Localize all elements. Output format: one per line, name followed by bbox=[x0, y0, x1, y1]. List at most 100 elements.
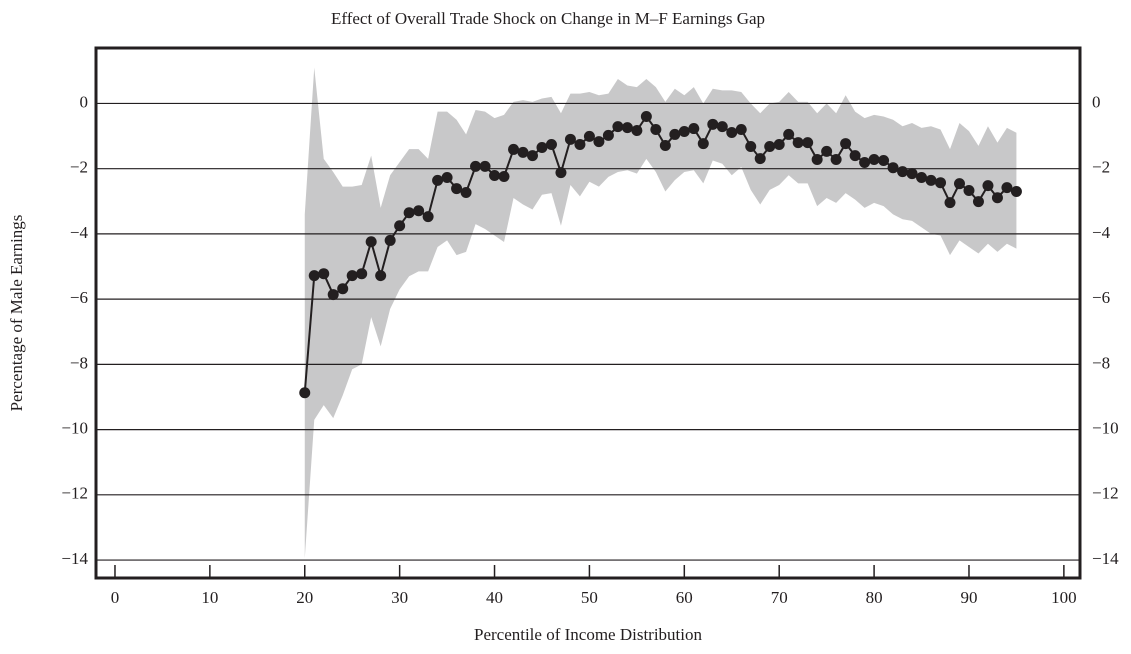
data-point bbox=[375, 270, 387, 282]
data-point bbox=[327, 289, 339, 301]
data-point bbox=[840, 138, 852, 150]
x-tick-label: 40 bbox=[486, 588, 503, 607]
data-point bbox=[337, 283, 349, 295]
data-point bbox=[735, 124, 747, 136]
data-point bbox=[754, 153, 766, 165]
data-point bbox=[403, 207, 415, 219]
data-point bbox=[830, 154, 842, 166]
data-point bbox=[441, 171, 453, 183]
y-tick-label-right: −8 bbox=[1092, 353, 1110, 372]
data-point bbox=[308, 270, 320, 282]
data-point bbox=[640, 110, 652, 122]
data-point bbox=[536, 141, 548, 153]
y-tick-label: 0 bbox=[80, 92, 89, 111]
data-point bbox=[479, 160, 491, 172]
x-tick-label: 100 bbox=[1051, 588, 1077, 607]
y-tick-label: −4 bbox=[70, 223, 89, 242]
data-point bbox=[678, 125, 690, 137]
data-point bbox=[859, 156, 871, 168]
data-point bbox=[517, 146, 529, 158]
data-point bbox=[526, 150, 538, 162]
data-point bbox=[792, 137, 804, 149]
data-point bbox=[451, 183, 463, 195]
data-point bbox=[878, 155, 890, 167]
data-point bbox=[821, 145, 833, 157]
y-tick-label: −8 bbox=[70, 353, 88, 372]
data-point bbox=[299, 387, 311, 399]
data-point bbox=[935, 177, 947, 189]
data-point bbox=[783, 128, 795, 140]
data-point bbox=[726, 126, 738, 138]
data-point bbox=[384, 234, 396, 246]
x-tick-label: 20 bbox=[296, 588, 313, 607]
confidence-band bbox=[304, 67, 1017, 559]
data-point bbox=[470, 160, 482, 172]
data-point bbox=[963, 185, 975, 197]
data-point bbox=[564, 133, 576, 145]
data-point bbox=[906, 168, 918, 180]
y-tick-label: −2 bbox=[70, 158, 88, 177]
data-point bbox=[697, 138, 709, 150]
data-point bbox=[773, 139, 785, 151]
data-point bbox=[489, 170, 501, 182]
data-point bbox=[583, 130, 595, 142]
y-tick-label-right: −6 bbox=[1092, 288, 1110, 307]
data-point bbox=[621, 122, 633, 134]
data-point bbox=[602, 129, 614, 141]
data-point bbox=[555, 167, 567, 179]
data-point bbox=[498, 171, 510, 183]
data-point bbox=[849, 150, 861, 162]
data-point bbox=[422, 211, 434, 223]
y-tick-label-right: −2 bbox=[1092, 158, 1110, 177]
x-tick-label: 10 bbox=[201, 588, 218, 607]
y-tick-label: −12 bbox=[61, 484, 88, 503]
x-tick-label: 70 bbox=[771, 588, 788, 607]
data-point bbox=[972, 196, 984, 208]
plot-frame bbox=[94, 46, 1082, 580]
data-point bbox=[944, 197, 956, 209]
x-tick-label: 80 bbox=[866, 588, 883, 607]
x-axis-label: Percentile of Income Distribution bbox=[474, 625, 703, 644]
data-point bbox=[868, 154, 880, 166]
data-point bbox=[365, 236, 377, 248]
x-tick-label: 50 bbox=[581, 588, 598, 607]
data-point bbox=[356, 268, 368, 280]
data-point bbox=[802, 137, 814, 149]
data-point bbox=[346, 270, 358, 282]
data-point bbox=[669, 128, 681, 140]
data-point bbox=[953, 178, 965, 190]
x-tick-label: 30 bbox=[391, 588, 408, 607]
data-point bbox=[659, 140, 671, 152]
y-tick-label: −14 bbox=[61, 549, 88, 568]
data-point bbox=[1001, 182, 1013, 194]
x-tick-label: 0 bbox=[111, 588, 120, 607]
data-point bbox=[982, 180, 994, 192]
data-point bbox=[925, 174, 937, 186]
x-tick-label: 60 bbox=[676, 588, 693, 607]
y-tick-label: −6 bbox=[70, 288, 88, 307]
y-tick-label-right: 0 bbox=[1092, 92, 1101, 111]
data-point bbox=[432, 174, 444, 186]
data-point bbox=[916, 171, 928, 183]
data-point bbox=[991, 192, 1003, 204]
data-point bbox=[413, 205, 425, 217]
data-point bbox=[593, 136, 605, 148]
data-point bbox=[688, 123, 700, 135]
data-point bbox=[1010, 186, 1022, 198]
data-point bbox=[897, 166, 909, 178]
data-point bbox=[545, 139, 557, 151]
data-point bbox=[574, 139, 586, 151]
data-point bbox=[612, 121, 624, 133]
data-point bbox=[650, 124, 662, 136]
chart-title: Effect of Overall Trade Shock on Change … bbox=[331, 9, 765, 28]
y-tick-label-right: −14 bbox=[1092, 549, 1119, 568]
y-tick-label-right: −12 bbox=[1092, 484, 1119, 503]
y-axis-label: Percentage of Male Earnings bbox=[7, 215, 26, 412]
x-tick-label: 90 bbox=[960, 588, 977, 607]
data-point bbox=[318, 268, 330, 280]
data-point bbox=[745, 140, 757, 152]
data-point bbox=[508, 143, 520, 155]
data-point bbox=[460, 186, 472, 198]
data-point bbox=[631, 125, 643, 137]
